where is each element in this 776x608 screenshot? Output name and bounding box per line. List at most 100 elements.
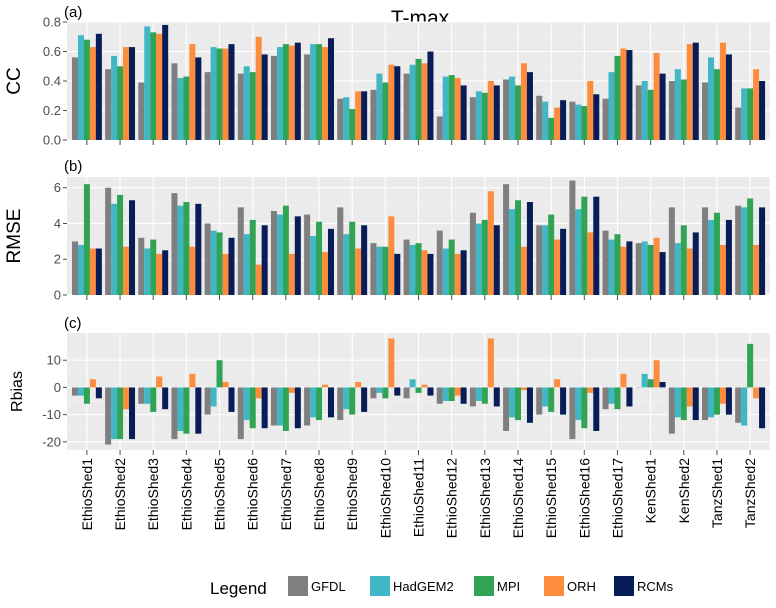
bar-mpi-ethioshed9 [349,387,356,415]
bar-orh-ethioshed4 [189,373,196,388]
bar-mpi-ethioshed6 [249,387,256,429]
bar-mpi-ethioshed10 [382,387,389,399]
bar-rcms-tanzshed2 [759,81,766,140]
y-tick-label: 0.6 [43,44,61,59]
x-tick-label: EthioShed17 [609,458,625,538]
y-axis-label: RMSE [4,209,25,264]
bar-gfdl-ethioshed7 [270,210,277,295]
bar-hadgem2-kenshed1 [641,81,648,140]
x-tick-label: EthioShed10 [377,458,393,538]
bar-orh-tanzshed2 [753,387,760,399]
panel-tag: (c) [64,315,82,332]
bar-mpi-ethioshed6 [249,219,256,295]
bar-gfdl-kenshed2 [668,207,675,295]
bar-mpi-ethioshed9 [349,109,356,140]
bar-mpi-ethioshed13 [481,92,488,140]
bar-rcms-ethioshed3 [162,387,169,410]
bar-orh-ethioshed11 [421,384,428,388]
bar-orh-ethioshed6 [255,387,262,399]
bar-mpi-kenshed1 [647,244,654,295]
bar-gfdl-ethioshed1 [71,57,78,140]
bar-hadgem2-ethioshed17 [608,239,615,295]
bar-orh-ethioshed7 [288,387,295,393]
bar-orh-ethioshed2 [123,47,130,140]
bar-gfdl-ethioshed3 [138,237,145,295]
bar-gfdl-ethioshed1 [71,241,78,295]
bar-hadgem2-ethioshed9 [343,234,350,295]
bar-mpi-ethioshed15 [548,214,555,295]
bar-gfdl-ethioshed2 [105,69,112,140]
y-tick-label: 6 [54,180,61,195]
bar-rcms-ethioshed4 [195,203,202,295]
legend-label-orh: ORH [567,579,596,594]
bar-orh-ethioshed8 [322,47,329,140]
bar-mpi-ethioshed1 [83,39,90,141]
bar-mpi-ethioshed5 [216,48,223,140]
bar-mpi-kenshed1 [647,89,654,140]
bar-hadgem2-ethioshed4 [177,78,184,140]
bar-hadgem2-ethioshed2 [111,55,118,140]
bar-hadgem2-ethioshed1 [77,35,84,140]
bar-hadgem2-kenshed2 [674,387,681,418]
bar-rcms-ethioshed1 [95,33,102,140]
bar-mpi-ethioshed8 [316,44,323,141]
x-tick-label: EthioShed16 [576,458,592,538]
bar-orh-tanzshed1 [719,42,726,140]
bar-hadgem2-ethioshed17 [608,387,615,404]
y-tick-label: 0 [54,288,61,303]
x-tick-label: EthioShed4 [178,458,194,531]
bar-rcms-tanzshed1 [725,54,732,141]
bar-rcms-ethioshed6 [261,54,268,141]
bar-rcms-tanzshed2 [759,207,766,295]
y-tick-label: 10 [47,353,61,368]
bar-mpi-ethioshed7 [282,44,289,141]
bar-rcms-ethioshed9 [361,387,368,412]
legend: Legend GFDL HadGEM2 MPI ORH RCMs [210,576,674,598]
bar-gfdl-ethioshed8 [304,214,311,295]
bar-gfdl-ethioshed10 [370,387,377,399]
bar-mpi-ethioshed12 [448,239,455,295]
bar-hadgem2-ethioshed15 [542,101,549,140]
bar-mpi-tanzshed1 [713,387,720,415]
bar-hadgem2-ethioshed8 [310,44,317,141]
bar-mpi-ethioshed4 [183,76,190,140]
bar-orh-ethioshed3 [156,376,163,388]
bar-orh-ethioshed12 [454,253,461,295]
bar-gfdl-ethioshed14 [503,79,510,140]
bar-orh-tanzshed2 [753,69,760,140]
bar-hadgem2-ethioshed7 [276,47,283,140]
bar-hadgem2-ethioshed4 [177,205,184,295]
bar-gfdl-ethioshed14 [503,184,510,295]
bar-mpi-ethioshed6 [249,72,256,140]
bar-orh-ethioshed5 [222,253,229,295]
bar-orh-ethioshed15 [554,379,561,388]
bar-hadgem2-ethioshed6 [243,234,250,295]
bar-orh-ethioshed10 [388,216,395,295]
bar-mpi-ethioshed8 [316,221,323,295]
bar-hadgem2-ethioshed7 [276,214,283,295]
bar-hadgem2-ethioshed13 [475,387,482,402]
x-tick-label: TanzShed1 [709,458,725,528]
bar-rcms-ethioshed1 [95,387,102,399]
y-tick-label: 0.2 [43,103,61,118]
bar-rcms-ethioshed3 [162,24,169,141]
x-tick-label: KenShed2 [676,458,692,524]
bar-gfdl-ethioshed13 [469,97,476,140]
y-tick-label: 2 [54,252,61,267]
bar-gfdl-ethioshed3 [138,82,145,140]
bar-gfdl-tanzshed1 [702,82,709,140]
bar-hadgem2-tanzshed2 [741,207,748,295]
bar-orh-kenshed1 [653,237,660,295]
bar-hadgem2-ethioshed15 [542,225,549,295]
bar-rcms-ethioshed12 [460,387,467,404]
bar-mpi-tanzshed2 [747,198,754,295]
bar-rcms-tanzshed1 [725,387,732,415]
panel-tag: (b) [64,158,82,175]
bar-mpi-ethioshed5 [216,232,223,295]
bar-orh-ethioshed2 [123,387,130,410]
bar-gfdl-ethioshed4 [171,387,178,440]
bar-rcms-kenshed1 [659,252,666,295]
bar-rcms-ethioshed2 [129,47,136,140]
bar-orh-kenshed1 [653,360,660,388]
